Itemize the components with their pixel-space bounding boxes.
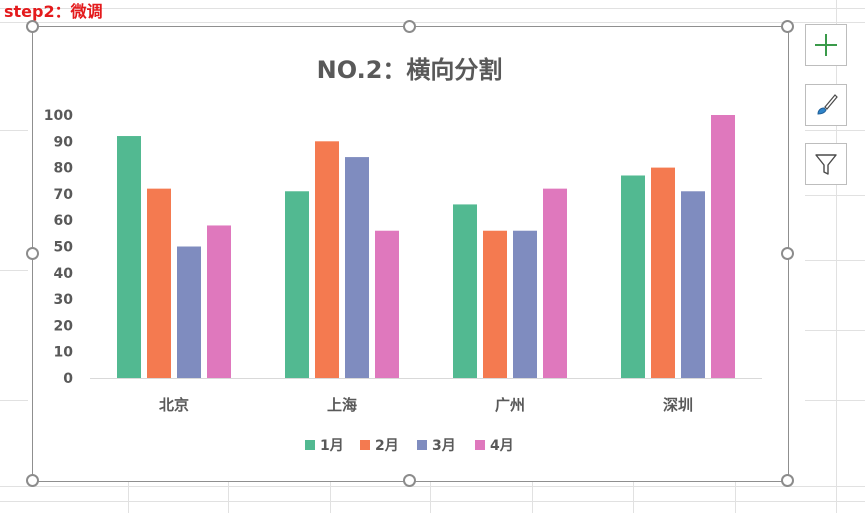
resize-handle-top-left[interactable] [26, 20, 39, 33]
resize-handle-top-right[interactable] [781, 20, 794, 33]
chart-styles-button[interactable] [805, 84, 847, 126]
resize-handle-top-center[interactable] [403, 20, 416, 33]
resize-handle-middle-right[interactable] [781, 247, 794, 260]
chart-filters-button[interactable] [805, 143, 847, 185]
brush-icon [817, 94, 838, 115]
resize-handle-bottom-right[interactable] [781, 474, 794, 487]
resize-handle-middle-left[interactable] [26, 247, 39, 260]
funnel-icon [815, 154, 837, 175]
chart-elements-button[interactable] [805, 24, 847, 66]
chart-title: NO.2：横向分割 [316, 56, 503, 84]
step-label: step2：微调 [4, 2, 103, 21]
plus-icon [815, 34, 837, 56]
chart-area[interactable] [32, 26, 789, 482]
resize-handle-bottom-center[interactable] [403, 474, 416, 487]
resize-handle-bottom-left[interactable] [26, 474, 39, 487]
